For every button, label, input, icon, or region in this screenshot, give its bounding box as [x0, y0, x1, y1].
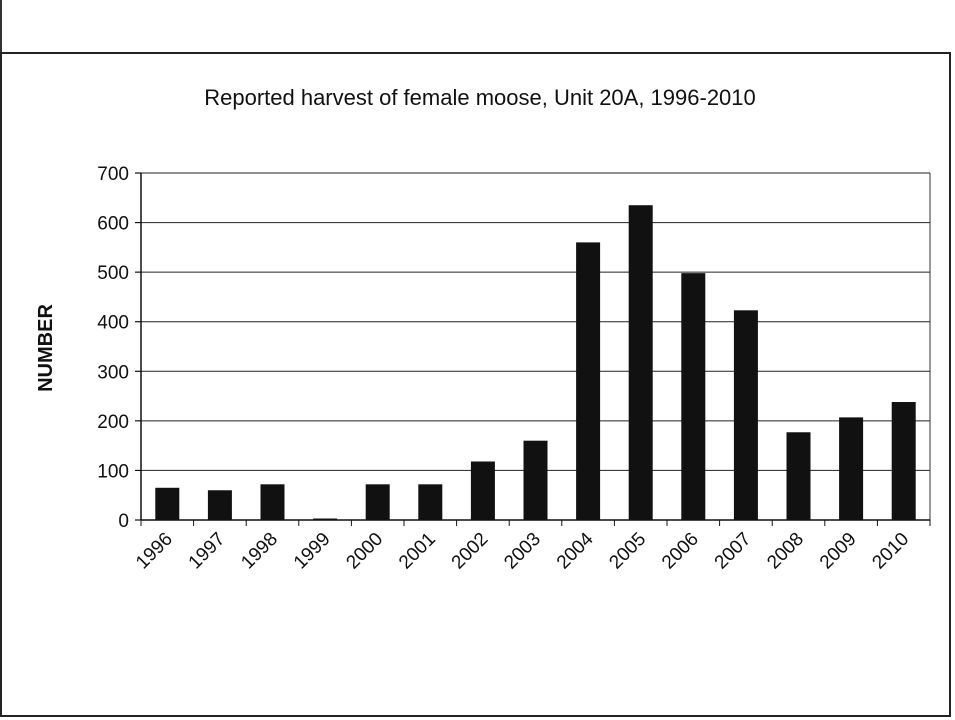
y-tick-label-500: 500	[97, 263, 129, 284]
bar-2000	[365, 484, 390, 520]
x-tick-label-2003: 2003	[500, 529, 545, 574]
y-tick-label-0: 0	[118, 511, 129, 532]
bar-1996	[155, 487, 180, 520]
x-tick-label-2005: 2005	[605, 529, 650, 574]
bar-2001	[418, 484, 443, 520]
bar-1997	[207, 490, 232, 520]
bar-2008	[786, 432, 811, 520]
bars	[155, 205, 916, 520]
bar-1998	[260, 484, 285, 520]
chart-title: Reported harvest of female moose, Unit 2…	[204, 85, 756, 110]
bar-2005	[628, 205, 653, 520]
bar-2004	[576, 242, 601, 520]
x-tick-label-2008: 2008	[763, 529, 808, 574]
bar-2006	[681, 273, 706, 520]
x-tick-label-2009: 2009	[816, 529, 861, 574]
x-tick-label-1998: 1998	[237, 529, 282, 574]
x-tick-label-2004: 2004	[553, 528, 598, 573]
bar-2009	[839, 417, 864, 520]
x-tick-label-1997: 1997	[185, 529, 230, 574]
y-tick-label-600: 600	[97, 214, 129, 235]
y-tick-label-700: 700	[97, 164, 129, 185]
y-tick-label-300: 300	[97, 362, 129, 383]
x-tick-label-2007: 2007	[711, 529, 756, 574]
chart-frame	[0, 52, 951, 717]
y-tick-label-400: 400	[97, 313, 129, 334]
y-axis-label: NUMBER	[35, 304, 57, 392]
gridlines	[141, 172, 930, 471]
bar-2010	[891, 402, 916, 520]
x-tick-label-2010: 2010	[868, 529, 913, 574]
bar-1999	[313, 518, 338, 520]
bar-2007	[733, 310, 758, 520]
page-top-edge	[0, 0, 955, 52]
y-tick-labels: 0 100 200 300 400 500 600 700	[97, 164, 129, 532]
x-tick-label-1996: 1996	[132, 529, 177, 574]
y-tick-label-200: 200	[97, 412, 129, 433]
x-tick-label-2001: 2001	[395, 529, 440, 574]
x-tick-label-2000: 2000	[342, 529, 387, 574]
bar-2003	[523, 440, 548, 520]
y-tick-label-100: 100	[97, 461, 129, 482]
x-tick-labels: 1996 1997 1998 1999 2000 2001 2002 2003 2004 2005…	[132, 528, 913, 573]
bar-2002	[470, 461, 495, 520]
x-tick-label-1999: 1999	[290, 529, 335, 574]
x-tick-label-2002: 2002	[448, 529, 493, 574]
x-tick-label-2006: 2006	[658, 529, 703, 574]
